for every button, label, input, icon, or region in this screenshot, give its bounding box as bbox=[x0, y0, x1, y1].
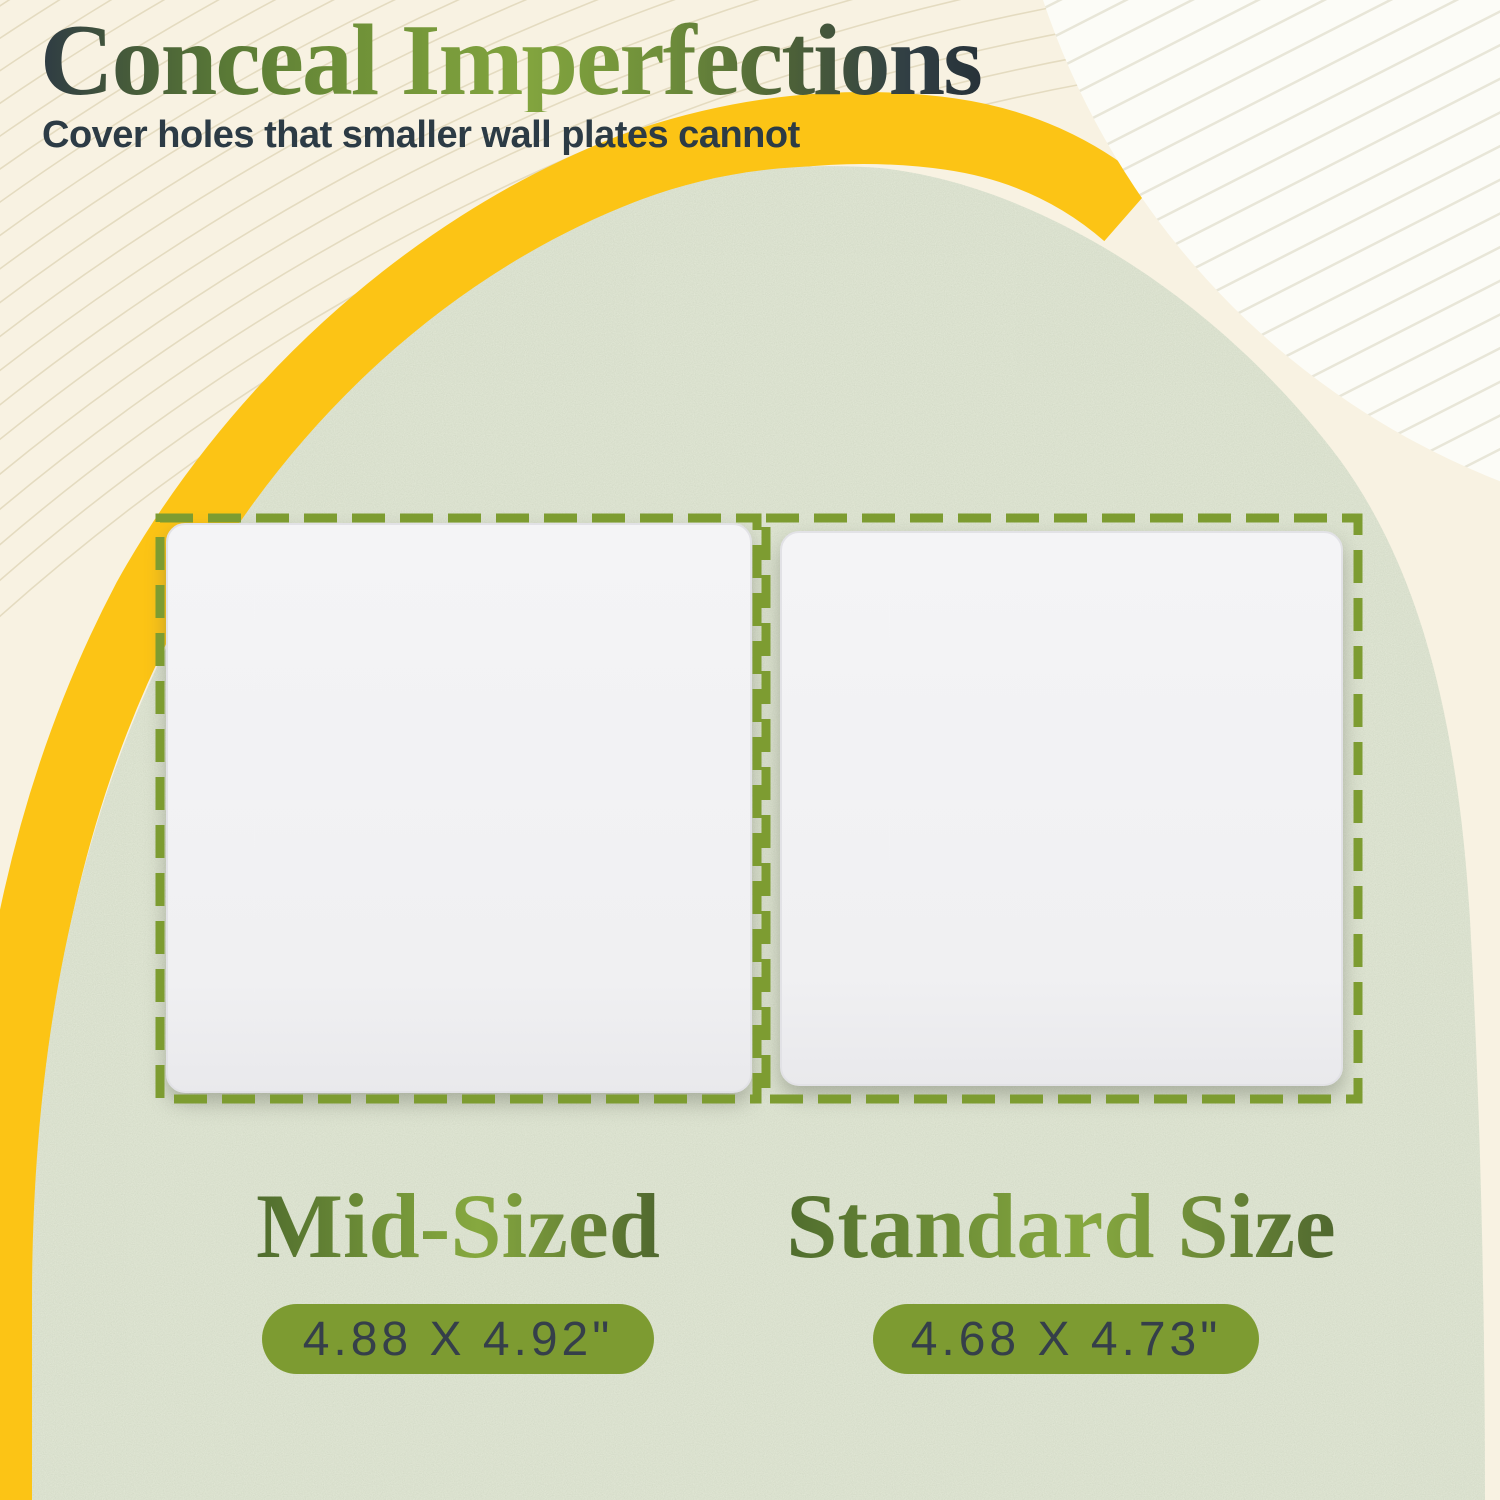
dashed-outline-left bbox=[155, 513, 762, 1104]
dashed-outline-right bbox=[761, 513, 1363, 1104]
page-subtitle: Cover holes that smaller wall plates can… bbox=[42, 114, 800, 156]
mid-sized-dimensions-pill: 4.88 X 4.92" bbox=[262, 1304, 654, 1374]
mid-sized-dimensions: 4.88 X 4.92" bbox=[302, 1312, 614, 1366]
standard-plate bbox=[780, 531, 1343, 1086]
standard-size-label: Standard Size bbox=[786, 1175, 1336, 1277]
mid-sized-label: Mid-Sized bbox=[256, 1175, 660, 1277]
page-title: Conceal Imperfections bbox=[40, 4, 983, 117]
mid-sized-plate bbox=[166, 523, 752, 1093]
yellow-arc bbox=[0, 92, 1152, 1500]
standard-size-dimensions-pill: 4.68 X 4.73" bbox=[873, 1304, 1259, 1374]
standard-size-dimensions: 4.68 X 4.73" bbox=[910, 1312, 1222, 1366]
striped-circle-motif bbox=[1043, 0, 1500, 482]
